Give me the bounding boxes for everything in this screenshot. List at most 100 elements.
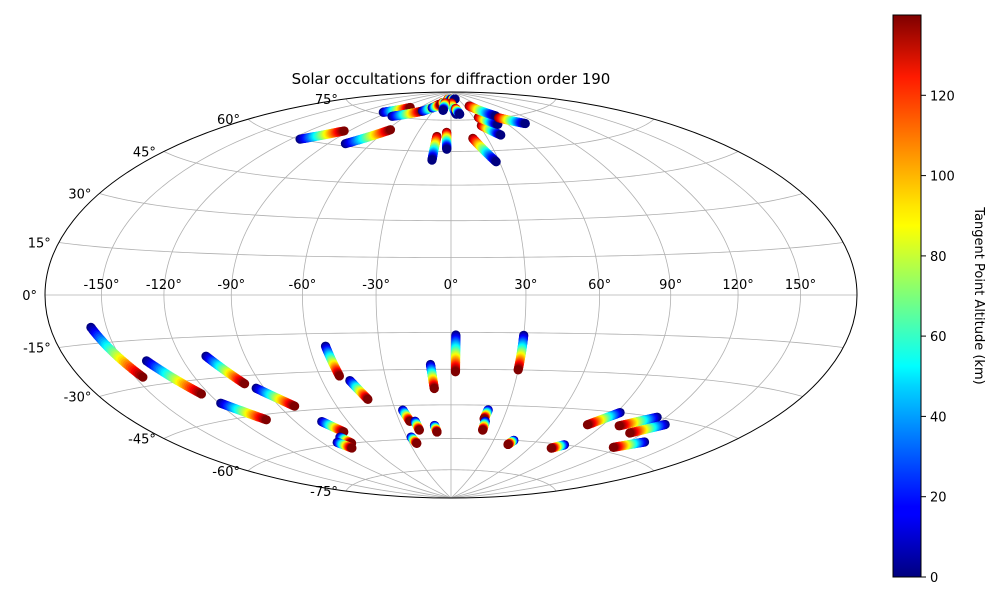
- track-point: [261, 415, 271, 425]
- occultation-track: [451, 103, 465, 119]
- lat-tick-label: 0°: [22, 289, 37, 304]
- track-point: [429, 383, 439, 394]
- track-point: [196, 389, 207, 399]
- occultation-track: [429, 420, 442, 437]
- colorbar-tick-label: 100: [930, 170, 955, 185]
- occultation-track: [295, 126, 349, 144]
- lon-tick-label: 90°: [659, 278, 682, 293]
- track-point: [438, 105, 448, 115]
- occultation-track: [478, 416, 490, 435]
- parallel-line: [247, 438, 655, 472]
- occultation-track: [468, 133, 501, 167]
- lat-tick-label: 15°: [28, 237, 51, 252]
- occultation-track: [216, 398, 271, 425]
- lon-tick-label: -60°: [289, 278, 317, 293]
- colorbar-tick-label: 20: [930, 491, 947, 506]
- occultation-track: [476, 120, 506, 140]
- lon-tick-label: 120°: [722, 278, 753, 293]
- track-point: [625, 428, 635, 438]
- track-point: [138, 372, 148, 382]
- occultation-track: [201, 351, 250, 389]
- lat-tick-label: 45°: [133, 146, 156, 161]
- occultation-track: [438, 98, 450, 115]
- track-point: [455, 109, 465, 119]
- occultation-track: [340, 125, 396, 149]
- track-point: [513, 365, 523, 375]
- occultation-track: [410, 416, 424, 435]
- lat-tick-label: -45°: [128, 433, 156, 448]
- track-point: [503, 439, 513, 450]
- occultation-track: [86, 322, 148, 382]
- parallel-line: [163, 404, 739, 439]
- lat-tick-label: -15°: [23, 342, 51, 357]
- lat-tick-label: -60°: [212, 465, 240, 480]
- occultation-track: [464, 101, 501, 121]
- colorbar: 0 20 40 60 80 100 120 Tangent Point Altitude (…: [892, 14, 986, 586]
- track-point: [546, 443, 556, 453]
- lon-tick-label: 60°: [588, 278, 611, 293]
- parallel-line: [345, 98, 557, 121]
- track-point: [582, 420, 593, 430]
- lat-tick-label: 30°: [68, 188, 91, 203]
- lat-tick-label: 75°: [315, 93, 338, 108]
- occultation-track: [608, 437, 650, 452]
- parallel-line: [247, 118, 655, 152]
- chart-title: Solar occultations for diffraction order…: [292, 70, 611, 88]
- occultation-track: [427, 131, 442, 165]
- colorbar-ticks: 0 20 40 60 80 100 120: [921, 89, 955, 586]
- colorbar-gradient: [892, 14, 922, 578]
- occultation-tracks: [86, 94, 670, 453]
- track-point: [363, 394, 373, 404]
- track-point: [491, 157, 501, 167]
- lon-tick-label: 0°: [444, 278, 459, 293]
- graticule: [45, 92, 857, 498]
- track-point: [432, 427, 442, 437]
- colorbar-label: Tangent Point Altitude (km): [971, 206, 986, 384]
- track-point: [608, 442, 618, 452]
- colorbar-tick-label: 60: [930, 330, 947, 345]
- lon-tick-label: -90°: [217, 278, 245, 293]
- map-boundary: [44, 91, 858, 499]
- track-point: [450, 367, 461, 377]
- colorbar-tick-label: 120: [930, 89, 955, 104]
- occultation-track: [317, 416, 349, 437]
- parallel-line: [345, 469, 557, 492]
- track-point: [414, 425, 424, 435]
- lat-tick-label: -30°: [64, 391, 92, 406]
- occultation-track: [625, 419, 670, 438]
- occultation-track: [406, 432, 422, 449]
- colorbar-tick-label: 0: [930, 571, 938, 586]
- lat-tick-label: -75°: [310, 485, 338, 500]
- track-point: [412, 438, 422, 449]
- track-point: [496, 130, 506, 140]
- occultation-track: [141, 356, 207, 399]
- occultation-track: [320, 341, 345, 381]
- lon-tick-label: 30°: [514, 278, 537, 293]
- track-point: [614, 421, 624, 431]
- track-point: [385, 125, 396, 135]
- occultation-track: [614, 412, 662, 431]
- lat-tick-label: 60°: [217, 113, 240, 128]
- occultation-track: [345, 375, 373, 404]
- colorbar-tick-label: 40: [930, 410, 947, 425]
- parallel-line: [58, 332, 844, 348]
- parallel-line: [58, 242, 844, 258]
- lon-tick-label: -30°: [362, 278, 390, 293]
- track-point: [339, 126, 349, 136]
- tick-labels: -150° -120° -90° -60° -30° 0° 30° 60° 90° 120° 150…: [22, 93, 816, 500]
- occultation-track: [513, 330, 529, 375]
- parallel-line: [163, 151, 739, 186]
- lon-tick-label: 150°: [785, 278, 816, 293]
- occultation-track: [425, 359, 439, 394]
- track-point: [427, 155, 437, 165]
- track-point: [347, 443, 357, 453]
- track-point: [240, 379, 250, 389]
- track-point: [478, 425, 488, 435]
- colorbar-tick-label: 80: [930, 250, 947, 265]
- parallel-line: [99, 193, 803, 222]
- track-point: [520, 118, 530, 129]
- occultation-track: [442, 127, 452, 154]
- map-area: -150° -120° -90° -60° -30° 0° 30° 60° 90° 120° 150…: [22, 91, 858, 500]
- occultation-track: [546, 440, 570, 453]
